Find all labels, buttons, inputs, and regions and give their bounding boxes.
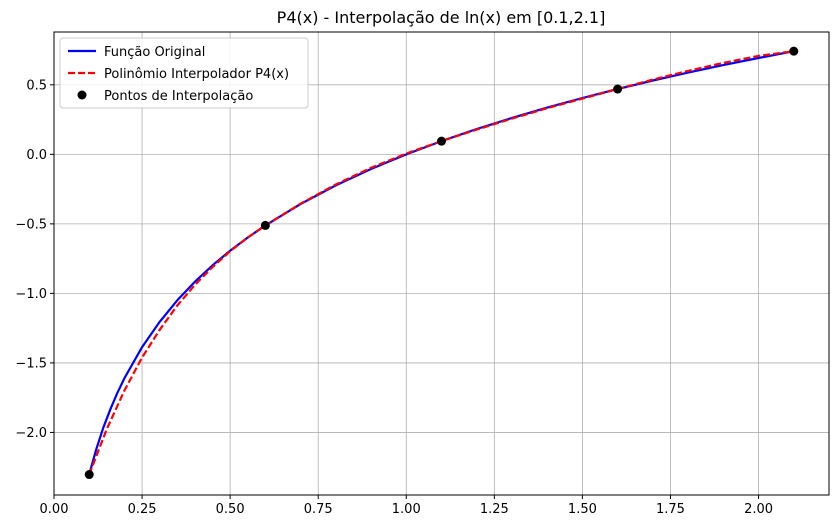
plot-frame xyxy=(53,31,830,496)
interpolation-point xyxy=(789,46,799,56)
legend-box xyxy=(59,37,309,109)
interpolation-point xyxy=(613,84,623,94)
legend-label-original: Função Original xyxy=(104,45,205,60)
legend: Função Original Polinômio Interpolador P… xyxy=(59,37,309,109)
y-tick-label: −2.0 xyxy=(15,426,47,441)
x-axis: 0.00 0.25 0.50 0.75 1.00 1.25 1.50 1.75 2.00 xyxy=(40,495,773,517)
x-tick-label: 1.25 xyxy=(480,502,509,517)
x-tick-label: 0.25 xyxy=(128,502,157,517)
y-tick-label: −0.5 xyxy=(15,217,47,232)
y-tick-label: −1.5 xyxy=(15,356,47,371)
y-tick-label: −1.0 xyxy=(15,287,47,302)
x-tick-label: 0.50 xyxy=(216,502,245,517)
x-tick-label: 0.00 xyxy=(40,502,69,517)
x-tick-label: 1.75 xyxy=(656,502,685,517)
interpolation-point xyxy=(437,136,446,146)
x-tick-label: 1.50 xyxy=(568,502,597,517)
legend-label-polynomial: Polinômio Interpolador P4(x) xyxy=(104,67,289,82)
y-tick-label: 0.5 xyxy=(26,78,47,93)
chart-title: P4(x) - Interpolação de ln(x) em [0.1,2.… xyxy=(277,8,606,27)
y-axis: −2.0 −1.5 −1.0 −0.5 0.0 0.5 xyxy=(15,78,54,441)
series-line-polynomial xyxy=(88,50,794,475)
interpolation-point xyxy=(84,470,94,480)
x-tick-label: 1.00 xyxy=(392,502,421,517)
series-line-original xyxy=(88,50,795,475)
points-layer xyxy=(84,46,799,480)
y-tick-label: 0.0 xyxy=(26,148,47,163)
legend-label-points: Pontos de Interpolação xyxy=(104,89,253,104)
x-tick-label: 2.00 xyxy=(744,502,773,517)
series-layer xyxy=(88,50,795,475)
legend-swatch-points xyxy=(77,90,87,100)
x-tick-label: 0.75 xyxy=(304,502,333,517)
interpolation-point xyxy=(260,220,270,230)
